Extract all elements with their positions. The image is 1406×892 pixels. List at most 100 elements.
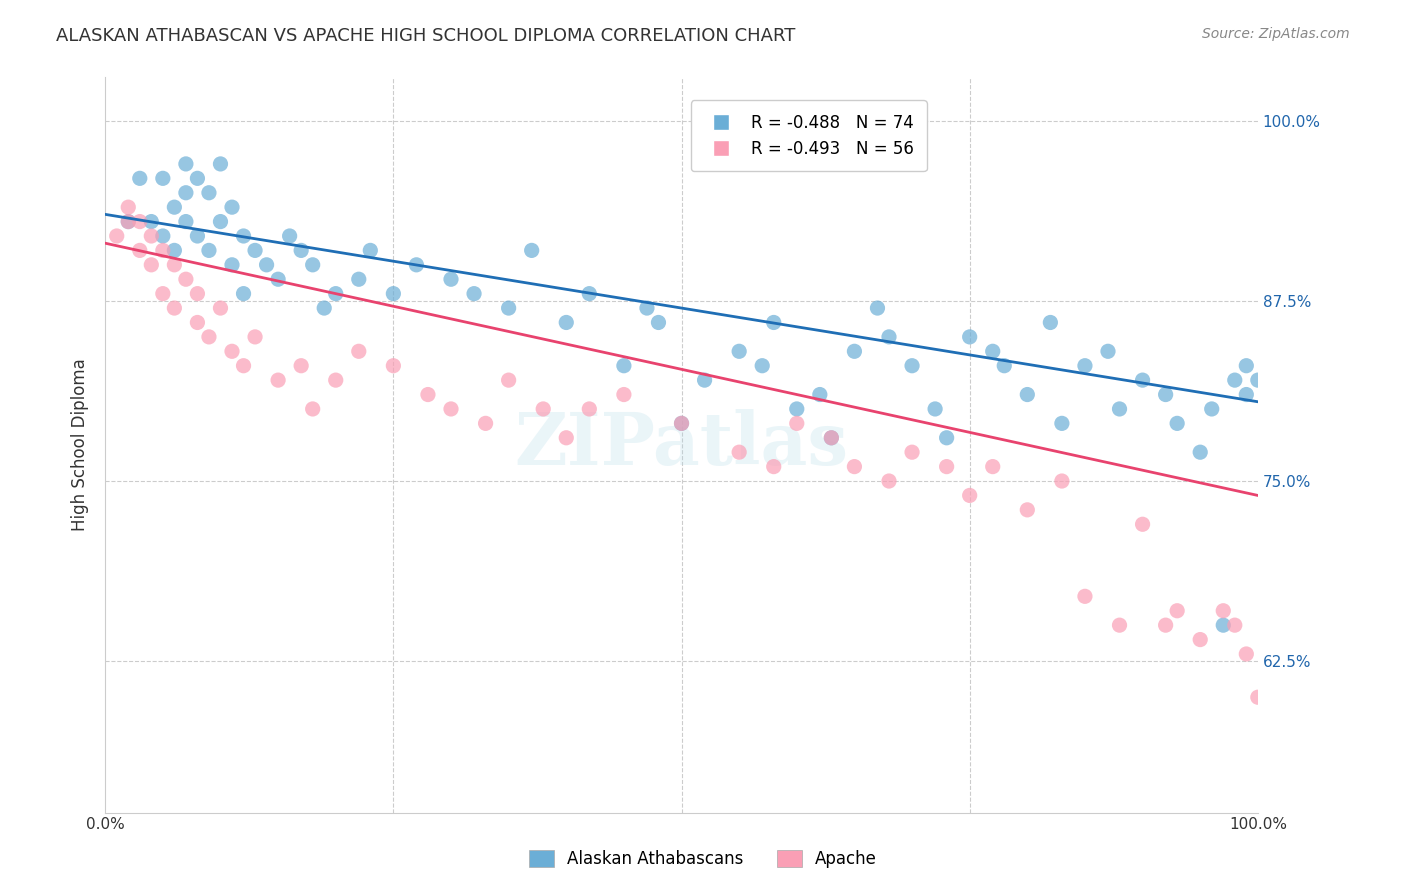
Alaskan Athabascans xyxy=(993,359,1015,373)
Alaskan Athabascans xyxy=(314,301,336,315)
Alaskan Athabascans xyxy=(1234,359,1257,373)
Alaskan Athabascans xyxy=(1247,373,1270,387)
Alaskan Athabascans xyxy=(209,214,232,228)
Alaskan Athabascans xyxy=(301,258,323,272)
Apache xyxy=(117,214,139,228)
Apache xyxy=(1223,618,1246,632)
Alaskan Athabascans xyxy=(152,171,174,186)
Apache xyxy=(981,459,1004,474)
Apache xyxy=(186,286,208,301)
Apache xyxy=(152,286,174,301)
Alaskan Athabascans xyxy=(325,286,347,301)
Alaskan Athabascans xyxy=(174,214,197,228)
Alaskan Athabascans xyxy=(1050,417,1073,431)
Apache xyxy=(382,359,405,373)
Alaskan Athabascans xyxy=(221,200,243,214)
Text: Source: ZipAtlas.com: Source: ZipAtlas.com xyxy=(1202,27,1350,41)
Alaskan Athabascans xyxy=(405,258,427,272)
Alaskan Athabascans xyxy=(1154,387,1177,401)
Apache xyxy=(290,359,312,373)
Alaskan Athabascans xyxy=(498,301,520,315)
Apache xyxy=(232,359,254,373)
Apache xyxy=(555,431,578,445)
Apache xyxy=(1050,474,1073,488)
Alaskan Athabascans xyxy=(1039,316,1062,330)
Alaskan Athabascans xyxy=(152,229,174,244)
Alaskan Athabascans xyxy=(981,344,1004,359)
Apache xyxy=(152,244,174,258)
Apache xyxy=(613,387,636,401)
Alaskan Athabascans xyxy=(1108,401,1130,416)
Apache xyxy=(141,258,163,272)
Alaskan Athabascans xyxy=(117,214,139,228)
Alaskan Athabascans xyxy=(808,387,831,401)
Apache xyxy=(209,301,232,315)
Text: ALASKAN ATHABASCAN VS APACHE HIGH SCHOOL DIPLOMA CORRELATION CHART: ALASKAN ATHABASCAN VS APACHE HIGH SCHOOL… xyxy=(56,27,796,45)
Apache xyxy=(198,330,221,344)
Apache xyxy=(1166,604,1188,618)
Alaskan Athabascans xyxy=(382,286,405,301)
Apache xyxy=(1247,690,1270,705)
Apache xyxy=(117,200,139,214)
Alaskan Athabascans xyxy=(256,258,278,272)
Apache xyxy=(1234,647,1257,661)
Apache xyxy=(1108,618,1130,632)
Alaskan Athabascans xyxy=(198,244,221,258)
Alaskan Athabascans xyxy=(520,244,543,258)
Alaskan Athabascans xyxy=(647,316,669,330)
Alaskan Athabascans xyxy=(751,359,773,373)
Apache xyxy=(820,431,842,445)
Alaskan Athabascans xyxy=(901,359,924,373)
Apache xyxy=(786,417,808,431)
Apache xyxy=(221,344,243,359)
Alaskan Athabascans xyxy=(578,286,600,301)
Apache xyxy=(243,330,266,344)
Alaskan Athabascans xyxy=(174,157,197,171)
Alaskan Athabascans xyxy=(1223,373,1246,387)
Alaskan Athabascans xyxy=(555,316,578,330)
Alaskan Athabascans xyxy=(1074,359,1097,373)
Alaskan Athabascans xyxy=(1017,387,1039,401)
Apache xyxy=(267,373,290,387)
Y-axis label: High School Diploma: High School Diploma xyxy=(72,359,89,532)
Alaskan Athabascans xyxy=(221,258,243,272)
Apache xyxy=(163,258,186,272)
Apache xyxy=(474,417,496,431)
Alaskan Athabascans xyxy=(636,301,658,315)
Apache xyxy=(578,401,600,416)
Alaskan Athabascans xyxy=(174,186,197,200)
Alaskan Athabascans xyxy=(613,359,636,373)
Alaskan Athabascans xyxy=(243,244,266,258)
Alaskan Athabascans xyxy=(1097,344,1119,359)
Alaskan Athabascans xyxy=(347,272,370,286)
Alaskan Athabascans xyxy=(1132,373,1154,387)
Alaskan Athabascans xyxy=(232,229,254,244)
Apache xyxy=(128,214,150,228)
Apache xyxy=(935,459,957,474)
Alaskan Athabascans xyxy=(1166,417,1188,431)
Apache xyxy=(105,229,128,244)
Apache xyxy=(440,401,463,416)
Alaskan Athabascans xyxy=(267,272,290,286)
Alaskan Athabascans xyxy=(198,186,221,200)
Alaskan Athabascans xyxy=(786,401,808,416)
Alaskan Athabascans xyxy=(728,344,751,359)
Apache xyxy=(728,445,751,459)
Alaskan Athabascans xyxy=(820,431,842,445)
Alaskan Athabascans xyxy=(359,244,381,258)
Alaskan Athabascans xyxy=(1189,445,1212,459)
Apache xyxy=(416,387,439,401)
Apache xyxy=(1017,503,1039,517)
Text: ZIPatlas: ZIPatlas xyxy=(515,409,849,481)
Apache xyxy=(186,316,208,330)
Alaskan Athabascans xyxy=(877,330,900,344)
Alaskan Athabascans xyxy=(924,401,946,416)
Alaskan Athabascans xyxy=(844,344,866,359)
Alaskan Athabascans xyxy=(935,431,957,445)
Alaskan Athabascans xyxy=(440,272,463,286)
Alaskan Athabascans xyxy=(163,244,186,258)
Alaskan Athabascans xyxy=(1201,401,1223,416)
Apache xyxy=(959,488,981,502)
Alaskan Athabascans xyxy=(209,157,232,171)
Alaskan Athabascans xyxy=(1234,387,1257,401)
